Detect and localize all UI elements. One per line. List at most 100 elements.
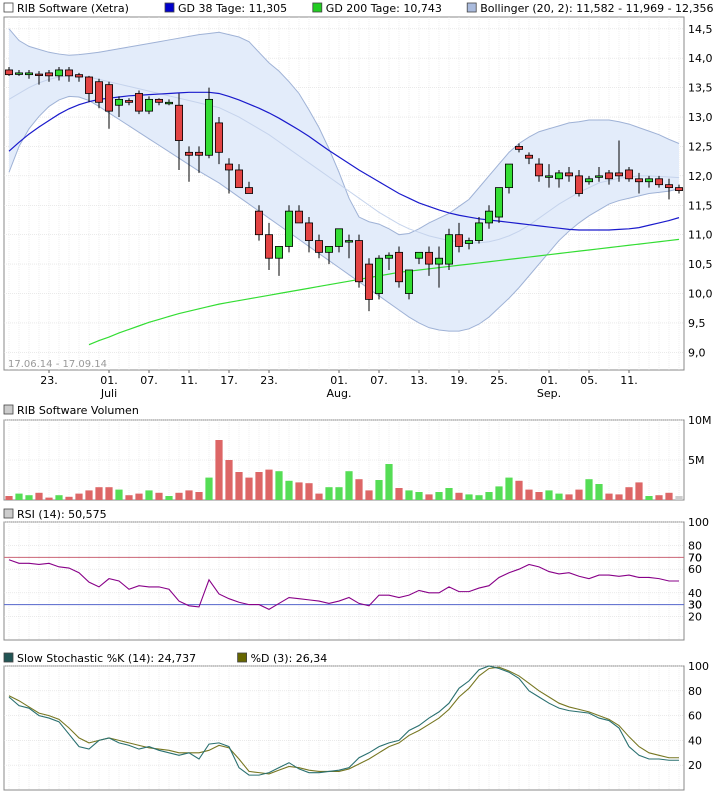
volume-bar: [25, 495, 33, 500]
volume-bar: [195, 492, 203, 500]
candle-body: [105, 84, 114, 112]
volume-bar: [515, 480, 523, 500]
candle-body: [334, 228, 343, 247]
gd200-line: [88, 238, 680, 346]
volume-bar: [645, 496, 653, 500]
volume-bar: [215, 440, 223, 500]
candle-body: [575, 175, 584, 194]
volume-bar: [355, 479, 363, 500]
rsi-upper-label: 70: [688, 551, 702, 564]
candle-body: [585, 178, 594, 183]
candle-body: [364, 263, 373, 300]
candle-body: [555, 172, 564, 180]
candle-body: [45, 72, 54, 77]
volume-bar: [555, 493, 563, 500]
candle-body: [125, 100, 134, 103]
date-range-label: 17.06.14 - 17.09.14: [8, 359, 107, 370]
candle-body: [224, 163, 233, 171]
rsi-ytick-label: 60: [688, 563, 702, 576]
candle-body: [545, 175, 554, 178]
stoch-d-line: [8, 666, 679, 775]
xtick-label: 07.: [140, 374, 158, 387]
price-ytick-label: 12,0: [688, 170, 713, 183]
volume-bar: [545, 490, 553, 500]
volume-bar: [135, 493, 143, 500]
stochastic-ytick-label: 20: [688, 759, 702, 772]
bollinger-lower-line: [8, 95, 680, 332]
volume-bar: [345, 471, 353, 500]
volume-bar: [605, 493, 613, 500]
candle-body: [454, 234, 463, 247]
rsi-lower-label: 30: [688, 599, 702, 612]
rsi-ytick-label: 40: [688, 587, 702, 600]
candle-body: [655, 178, 664, 186]
stochastic-ytick-label: 40: [688, 734, 702, 747]
volume-bar: [155, 492, 163, 500]
volume-bar: [405, 490, 413, 500]
candle-body: [204, 98, 213, 156]
rsi-ytick-label: 70: [688, 551, 702, 564]
rsi-ytick-label: 100: [688, 516, 709, 529]
xtick-label: 17.: [220, 374, 238, 387]
candle-body: [24, 72, 33, 76]
price-ytick-label: 11,5: [688, 199, 713, 212]
volume-bar: [15, 493, 23, 500]
candle-body: [595, 175, 604, 178]
candle-body: [234, 169, 243, 189]
candle-body: [244, 187, 253, 194]
candle-body: [444, 234, 453, 265]
volume-bar: [365, 490, 373, 500]
candle-body: [304, 222, 313, 241]
xtick-label: 13.: [410, 374, 428, 387]
candle-body: [174, 104, 183, 141]
volume-bar: [655, 495, 663, 500]
candle-body: [625, 169, 634, 180]
price-legend-label: GD 200 Tage: 10,743: [326, 2, 442, 15]
rsi-ytick-label: 30: [688, 599, 702, 612]
volume-bar: [45, 497, 53, 500]
candle-body: [535, 163, 544, 177]
price-ytick-label: 13,0: [688, 111, 713, 124]
candle-body: [284, 210, 293, 247]
price-legend-label: Bollinger (20, 2): 11,582 - 11,969 - 12,…: [480, 2, 713, 15]
volume-bar: [165, 496, 173, 500]
price-legend-swatch: [466, 2, 477, 13]
candle-body: [384, 254, 393, 259]
candle-body: [404, 269, 413, 294]
price-ytick-label: 10,5: [688, 258, 713, 271]
volume-bar: [265, 469, 273, 500]
xtick-month-label: Aug.: [327, 387, 352, 400]
candle-body: [424, 251, 433, 265]
volume-bar: [235, 472, 243, 500]
volume-bar: [415, 492, 423, 500]
volume-bar: [305, 483, 313, 500]
volume-bar: [65, 496, 73, 500]
price-ytick-label: 10,0: [688, 288, 713, 301]
stochastic-ytick-label: 60: [688, 710, 702, 723]
candle-body: [264, 234, 273, 259]
volume-bar: [435, 492, 443, 500]
xtick-label: 01.: [100, 374, 118, 387]
volume-bar: [285, 480, 293, 500]
volume-bar: [635, 482, 643, 500]
volume-bar: [255, 472, 263, 500]
volume-bar: [425, 494, 433, 500]
bollinger-mid-line: [8, 75, 680, 244]
stochastic-legend-swatch: [237, 652, 248, 663]
rsi-ytick-label: 80: [688, 540, 702, 553]
volume-bar: [245, 477, 253, 500]
xtick-label: 23.: [260, 374, 278, 387]
rsi-legend-label: RSI (14): 50,575: [17, 508, 107, 521]
price-ytick-label: 13,5: [688, 82, 713, 95]
xtick-label: 25.: [490, 374, 508, 387]
volume-bar: [375, 480, 383, 500]
volume-bar: [575, 489, 583, 500]
stochastic-legend-label: %D (3): 26,34: [251, 652, 328, 665]
candle-body: [95, 81, 104, 103]
volume-bar: [145, 490, 153, 500]
candle-body: [294, 210, 303, 224]
volume-bar: [475, 495, 483, 500]
candle-body: [184, 151, 193, 156]
candle-body: [75, 74, 84, 78]
